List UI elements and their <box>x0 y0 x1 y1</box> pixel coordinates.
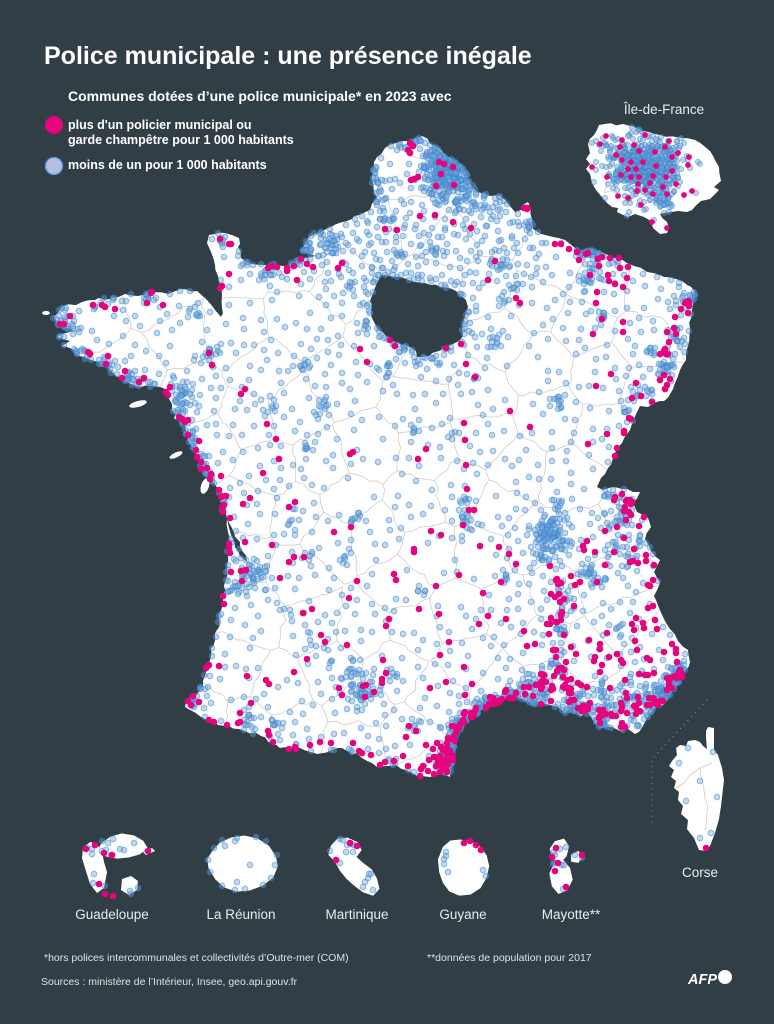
svg-text:moins de un pour 1 000 habitan: moins de un pour 1 000 habitants <box>68 158 267 172</box>
svg-text:Martinique: Martinique <box>325 907 388 922</box>
svg-text:La Réunion: La Réunion <box>206 907 275 922</box>
svg-text:plus d'un policier municipal o: plus d'un policier municipal ou <box>68 118 252 132</box>
svg-text:AFP: AFP <box>687 972 717 988</box>
svg-text:Police municipale : une présen: Police municipale : une présence inégale <box>44 42 532 70</box>
svg-text:Communes dotées d’une police m: Communes dotées d’une police municipale*… <box>68 88 452 104</box>
svg-text:Corse: Corse <box>682 865 718 880</box>
svg-text:garde champêtre pour 1 000 hab: garde champêtre pour 1 000 habitants <box>68 133 294 147</box>
svg-text:**données de population pour 2: **données de population pour 2017 <box>427 952 592 964</box>
svg-text:Mayotte**: Mayotte** <box>542 907 601 922</box>
svg-text:*hors polices intercommunales: *hors polices intercommunales et collect… <box>44 952 349 964</box>
svg-text:Guyane: Guyane <box>439 907 486 922</box>
svg-text:Sources : ministère de l’Intér: Sources : ministère de l’Intérieur, Inse… <box>41 976 298 988</box>
svg-text:Guadeloupe: Guadeloupe <box>75 907 149 922</box>
svg-text:Île-de-France: Île-de-France <box>623 102 704 117</box>
